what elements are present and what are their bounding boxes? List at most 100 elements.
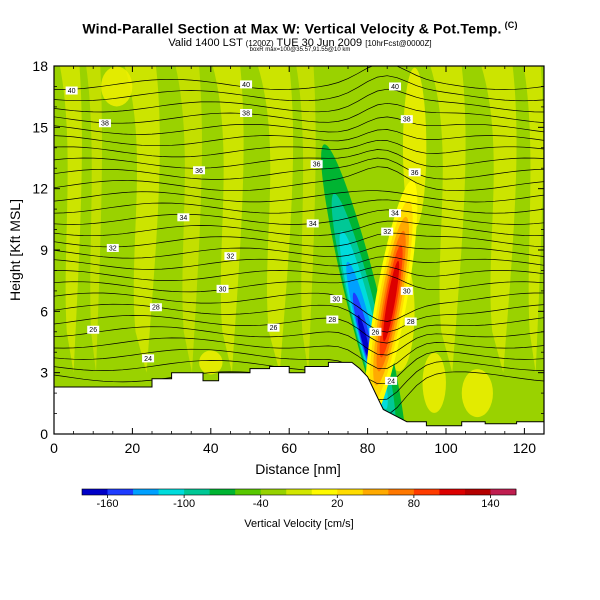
colorbar-tick-label: 140 (481, 498, 499, 510)
colorbar-swatch (439, 489, 466, 495)
contour-label: 36 (195, 168, 203, 175)
theta-contour (54, 220, 544, 237)
theta-contour (54, 129, 544, 147)
contour-label: 38 (242, 111, 250, 118)
contour-label: 30 (403, 288, 411, 295)
y-tick-label: 3 (40, 365, 48, 381)
y-tick-label: 0 (40, 426, 48, 442)
colorbar-swatch (413, 489, 440, 495)
contour-label-bg (400, 286, 413, 295)
field-streak (523, 66, 544, 373)
valid-utc: (1200Z) (245, 39, 274, 48)
contour-label-bg (400, 115, 413, 124)
contour-label-bg (306, 219, 319, 228)
colorbar-frame (81, 488, 517, 496)
field-streak (212, 66, 244, 373)
contour-label-bg (385, 376, 398, 385)
colorbar-swatch (362, 489, 389, 495)
x-tick-label: 60 (281, 440, 297, 456)
contour-label-bg (408, 168, 421, 177)
colorbar-swatch (388, 489, 415, 495)
contour-label: 28 (328, 317, 336, 324)
y-tick-label: 15 (32, 119, 48, 135)
theta-contours (54, 66, 544, 417)
colorbar-tick-label: -100 (173, 498, 195, 510)
contour-label: 40 (68, 88, 76, 95)
y-tick-label: 6 (40, 303, 48, 319)
theta-contour (54, 209, 544, 225)
terrain-shape (54, 361, 544, 434)
field-patch (199, 350, 223, 375)
theta-contour (54, 139, 544, 158)
colorbar-tick-label: -40 (253, 498, 269, 510)
contour-label-bg (240, 80, 253, 89)
field-streak (481, 66, 517, 373)
theta-contour (54, 232, 544, 248)
contour-label: 34 (391, 211, 399, 218)
field-streak (86, 66, 103, 373)
theta-contour (54, 66, 544, 90)
contour-label-bg (224, 252, 237, 261)
theta-contour (54, 273, 544, 293)
valid-forecast: [10hrFcst@0000Z] (365, 39, 432, 48)
contour-label: 32 (227, 254, 235, 261)
contour-label: 28 (152, 305, 160, 312)
colorbar-tick-label: 80 (408, 498, 420, 510)
theta-contour (54, 88, 544, 113)
contour-label: 36 (411, 170, 419, 177)
contour-label-bg (98, 119, 111, 128)
x-axis-label: Distance [nm] (255, 461, 341, 477)
contour-label: 40 (242, 82, 250, 89)
terrain (54, 361, 544, 434)
field-streak (124, 66, 160, 373)
colorbar-swatch (311, 489, 338, 495)
field-streak (257, 66, 294, 373)
chart-title: Wind-Parallel Section at Max W: Vertical… (0, 20, 600, 37)
contour-label-bg (389, 209, 402, 218)
contour-label: 24 (387, 378, 395, 385)
colorbar-swatch (107, 489, 134, 495)
colorbar-swatch (133, 489, 159, 495)
theta-contour (54, 315, 544, 344)
y-tick-label: 12 (32, 181, 48, 197)
theta-contour (54, 157, 544, 180)
theta-contour (54, 303, 544, 333)
contour-label-bg (240, 109, 253, 118)
colorbar: -160 -100 -40 20 80 140 (81, 488, 517, 510)
theta-contour (54, 348, 544, 385)
contour-label-bg (142, 354, 155, 363)
colorbar-swatch (286, 489, 313, 495)
copyright-mark: (C) (504, 20, 518, 30)
colorbar-swatch (260, 489, 287, 495)
contour-label: 30 (219, 286, 227, 293)
field-streak (430, 66, 466, 373)
contour-label-bg (149, 303, 162, 312)
contour-label-bg (106, 243, 119, 252)
contour-label-bg (310, 160, 323, 169)
theta-contour (54, 326, 544, 356)
theta-contour (54, 256, 544, 270)
theta-contour (54, 149, 544, 169)
theta-contour (54, 360, 544, 401)
contour-label-bg (87, 325, 100, 334)
theta-contour (54, 244, 544, 259)
contour-label: 24 (144, 356, 152, 363)
theta-contour (54, 75, 544, 102)
contour-label: 38 (101, 121, 109, 128)
subtitle-line: boxR max=100@35.57,91.55@10 km (0, 47, 600, 53)
field-streak (296, 66, 316, 373)
colorbar-swatch (82, 489, 108, 495)
field-patch (101, 66, 133, 107)
x-tick-label: 80 (360, 440, 376, 456)
valid-prefix: Valid 1400 LST (168, 37, 243, 49)
x-tick-label: 0 (50, 440, 58, 456)
subtitle-text: boxR max=100@35.57,91.55@10 km (249, 47, 351, 53)
x-tick-label: 120 (513, 440, 537, 456)
y-tick-label: 9 (40, 242, 48, 258)
contour-label: 26 (372, 329, 380, 336)
x-tick-label: 40 (203, 440, 219, 456)
contour-label: 26 (89, 327, 97, 334)
x-tick-label: 100 (434, 440, 458, 456)
valid-date: TUE 30 Jun 2009 (276, 37, 363, 49)
